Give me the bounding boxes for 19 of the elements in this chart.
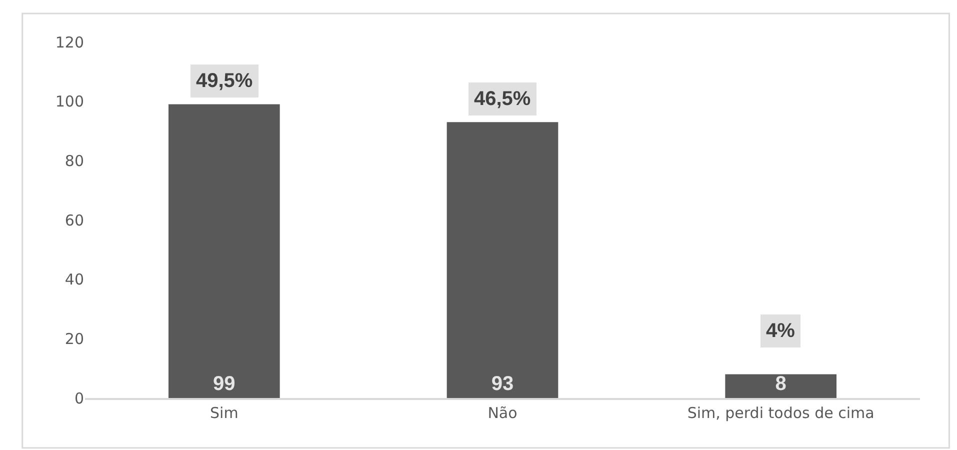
x-tick-label: Não — [488, 404, 518, 422]
y-tick-label: 120 — [55, 33, 84, 52]
annotation: 4% — [766, 320, 796, 342]
y-tick-label: 80 — [64, 152, 84, 170]
bar — [446, 122, 558, 398]
y-tick-label: 60 — [64, 211, 84, 230]
annotation: 46,5% — [474, 88, 531, 110]
data-label: 93 — [491, 373, 514, 395]
y-tick-label: 20 — [64, 330, 84, 348]
data-label: 99 — [213, 373, 236, 395]
data-label: 8 — [775, 373, 786, 395]
y-tick-label: 0 — [74, 389, 84, 408]
x-tick-label: Sim — [210, 404, 238, 422]
y-tick-label: 40 — [64, 270, 84, 289]
bar — [168, 104, 280, 398]
y-tick-label: 100 — [55, 92, 84, 111]
annotation: 49,5% — [196, 70, 253, 92]
x-tick-label: Sim, perdi todos de cima — [687, 404, 874, 422]
bar — [725, 374, 836, 398]
